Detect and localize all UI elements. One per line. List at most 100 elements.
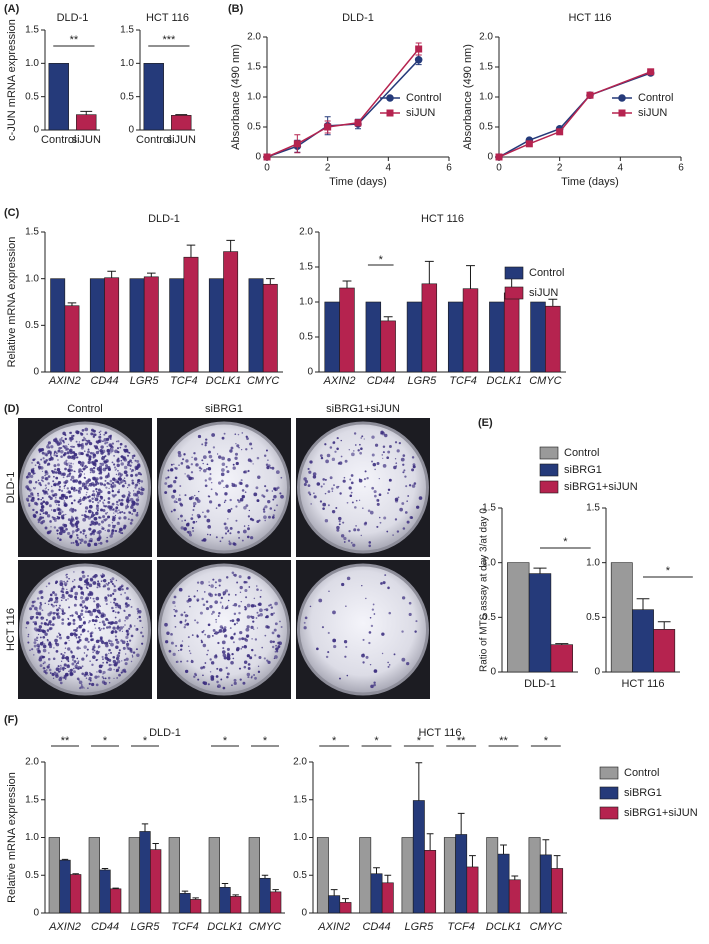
colony: [117, 474, 119, 476]
colony: [52, 604, 55, 608]
colony: [54, 671, 56, 674]
colony: [72, 659, 74, 661]
colony: [34, 464, 37, 466]
colony: [111, 517, 116, 522]
colony: [360, 437, 362, 439]
colony: [59, 496, 62, 500]
bar: [486, 837, 499, 914]
colony: [100, 614, 105, 618]
colony: [186, 622, 190, 626]
x-tick-label: 4: [386, 163, 392, 174]
bar: [610, 562, 633, 673]
colony: [57, 508, 60, 511]
colony: [239, 678, 242, 681]
colony: [376, 462, 380, 465]
colony: [167, 485, 171, 488]
colony: [401, 630, 404, 633]
colony: [204, 441, 208, 445]
bar: [64, 305, 80, 373]
colony: [171, 494, 175, 499]
colony: [114, 529, 118, 533]
colony: [72, 541, 75, 544]
y-tick-label: 1.0: [25, 832, 39, 843]
bar: [270, 891, 282, 914]
colony: [47, 452, 49, 455]
chart-title: DLD-1: [342, 12, 374, 24]
colony: [54, 581, 58, 585]
colony: [381, 632, 385, 636]
colony: [274, 650, 277, 653]
colony: [323, 483, 325, 485]
colony: [40, 458, 43, 461]
colony: [134, 483, 138, 487]
colony: [176, 660, 179, 663]
colony: [223, 486, 225, 489]
colony: [219, 601, 222, 604]
colony: [93, 644, 96, 646]
x-tick-label: TCF4: [170, 375, 198, 387]
colony: [184, 494, 187, 497]
colony: [114, 602, 119, 607]
colony: [179, 485, 182, 488]
colony: [90, 532, 93, 535]
colony: [124, 445, 127, 448]
colony: [77, 476, 80, 479]
colony: [51, 509, 53, 511]
x-tick-label: AXIN2: [48, 375, 81, 387]
colony: [356, 528, 360, 532]
bar: [466, 866, 479, 914]
colony: [327, 504, 330, 507]
colony: [25, 485, 29, 489]
colony: [411, 456, 415, 459]
colony: [87, 450, 90, 454]
colony: [258, 655, 262, 659]
colony: [80, 685, 84, 689]
colony: [50, 456, 52, 458]
colony: [123, 609, 126, 612]
colony: [184, 669, 189, 674]
colony: [88, 583, 93, 588]
colony: [77, 636, 81, 639]
error-bar: [511, 875, 519, 880]
chart-title: HCT 116: [568, 12, 611, 24]
colony: [355, 524, 357, 527]
colony: [79, 603, 83, 607]
colony: [56, 615, 61, 619]
significance-label: *: [103, 735, 108, 747]
colony: [136, 653, 140, 657]
colony: [42, 630, 44, 632]
colony: [30, 499, 33, 502]
colony: [67, 598, 69, 600]
colony: [243, 505, 247, 510]
colony: [111, 502, 115, 506]
colony: [115, 606, 117, 609]
colony: [397, 496, 400, 499]
colony: [132, 508, 137, 513]
colony: [338, 520, 341, 523]
colony: [77, 443, 81, 447]
colony: [34, 501, 38, 506]
colony: [378, 477, 380, 480]
colony: [373, 613, 376, 615]
colony: [418, 496, 423, 500]
colony: [216, 680, 219, 684]
colony: [78, 474, 82, 478]
colony: [91, 501, 94, 503]
colony: [52, 617, 55, 620]
colony: [235, 505, 238, 508]
colony: [254, 638, 258, 641]
x-tick-label: TCF4: [171, 921, 199, 933]
colony: [39, 513, 42, 516]
column-label: siBRG1+siJUN: [326, 403, 400, 415]
colony: [107, 587, 111, 591]
colony: [134, 486, 137, 489]
colony: [114, 514, 116, 517]
colony: [206, 463, 209, 466]
bar: [507, 562, 530, 673]
colony: [38, 468, 41, 470]
bar: [104, 277, 120, 373]
colony: [247, 515, 251, 518]
colony: [117, 469, 119, 472]
colony: [255, 617, 258, 619]
colony: [61, 622, 65, 625]
